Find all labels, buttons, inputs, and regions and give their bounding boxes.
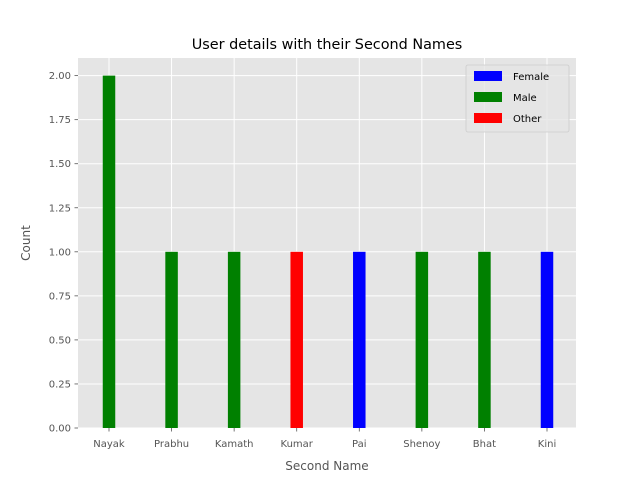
y-axis-label: Count xyxy=(19,225,33,261)
x-tick-label: Kumar xyxy=(281,439,314,450)
bars xyxy=(102,75,554,428)
bar-bhat-male xyxy=(478,251,491,428)
y-tick-label: 1.25 xyxy=(49,203,71,214)
y-tick-label: 0.25 xyxy=(49,379,71,390)
y-tick-label: 2.00 xyxy=(49,71,71,82)
x-tick-label: Shenoy xyxy=(403,439,440,450)
x-axis: Nayak Prabhu Kamath Kumar Pai Shenoy Bhat Kini xyxy=(93,428,556,450)
bar-pai-female xyxy=(353,251,366,428)
x-tick-label: Pai xyxy=(352,439,367,450)
legend: Female Male Other xyxy=(465,64,570,133)
x-tick-label: Kamath xyxy=(215,439,254,450)
bar-kumar-other xyxy=(290,251,303,428)
y-tick-label: 0.00 xyxy=(49,424,71,435)
x-tick-label: Prabhu xyxy=(154,439,189,450)
x-axis-label: Second Name xyxy=(285,459,368,473)
y-tick-label: 0.75 xyxy=(49,291,71,302)
legend-swatch-female xyxy=(474,71,502,81)
legend-label-male: Male xyxy=(513,93,537,104)
legend-swatch-male xyxy=(474,92,502,102)
x-tick-label: Nayak xyxy=(93,439,125,450)
legend-label-other: Other xyxy=(513,114,542,125)
bar-shenoy-male xyxy=(415,251,429,428)
bar-kamath-male xyxy=(227,251,241,428)
chart-title: User details with their Second Names xyxy=(192,37,463,53)
y-tick-label: 1.00 xyxy=(49,247,71,258)
bar-nayak-male xyxy=(102,75,116,428)
y-tick-label: 1.50 xyxy=(49,159,71,170)
legend-swatch-other xyxy=(474,113,502,123)
y-tick-label: 1.75 xyxy=(49,115,71,126)
bar-kini-female xyxy=(540,251,554,428)
legend-label-female: Female xyxy=(513,72,549,83)
y-axis: 0.00 0.25 0.50 0.75 1.00 1.25 1.50 1.75 2.00 xyxy=(49,71,78,435)
y-tick-label: 0.50 xyxy=(49,335,71,346)
bar-prabhu-male xyxy=(165,251,178,428)
x-tick-label: Bhat xyxy=(473,439,496,450)
x-tick-label: Kini xyxy=(538,439,556,450)
